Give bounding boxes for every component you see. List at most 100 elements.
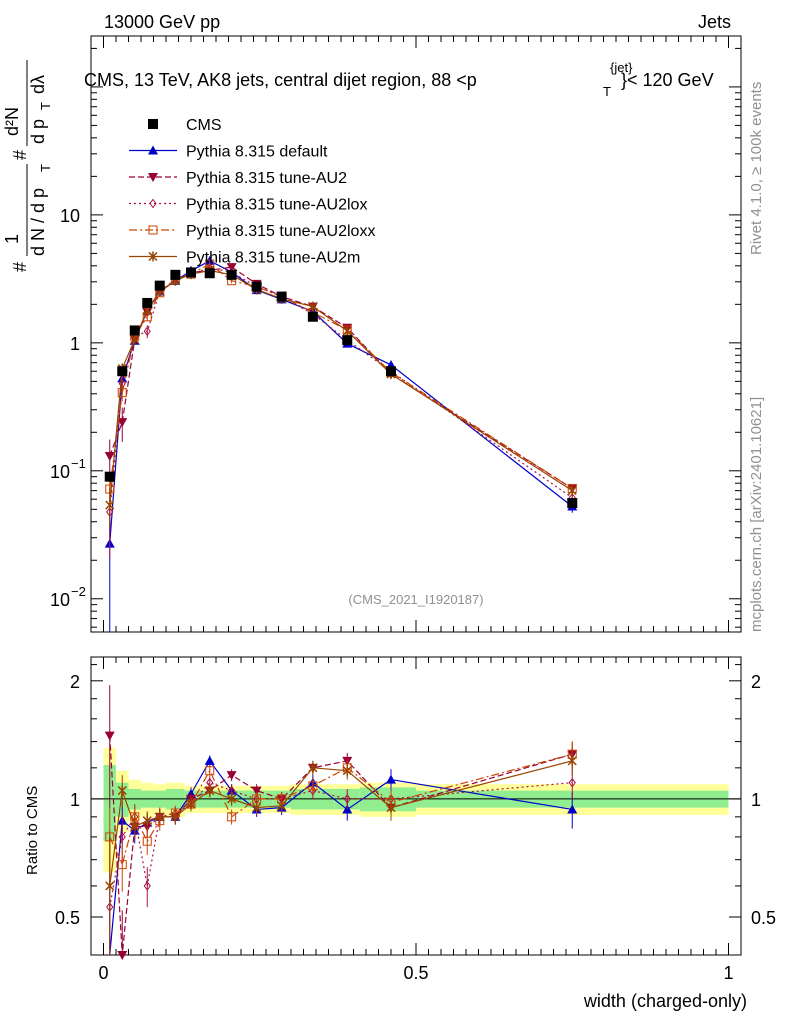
ratio-point-au2 — [117, 951, 128, 960]
line-au2loxx — [109, 263, 573, 490]
x-tick-label: 1 — [723, 963, 733, 983]
ratio-y-title: Ratio to CMS — [24, 786, 41, 875]
point-cms — [186, 267, 196, 278]
point-cms — [117, 366, 128, 377]
plot-title: CMS, 13 TeV, AK8 jets, central dijet reg… — [84, 60, 714, 99]
plot-title-end: }< 120 GeV — [621, 70, 714, 90]
mcplots-label: mcplots.cern.ch [arXiv:2401.10621] — [748, 397, 765, 632]
point-au2 — [117, 418, 128, 428]
ratio-point-au2loxx — [142, 836, 152, 846]
point-au2loxx — [117, 388, 127, 398]
series-au2 — [104, 263, 578, 494]
series-cms — [104, 267, 578, 509]
y-tick-label: 10 — [50, 590, 70, 610]
y-title-dlambda: dλ — [28, 75, 48, 94]
ratio-y-tick-label-right: 1 — [751, 790, 761, 810]
y-axis-title: # 1 d N / d p T # d²N d p T dλ — [2, 60, 53, 272]
x-tick-label: 0 — [98, 963, 108, 983]
point-cms — [226, 269, 237, 280]
ratio-y-tick-label: 0.5 — [55, 908, 80, 928]
legend-marker-au2lox — [149, 198, 157, 209]
series-default — [104, 255, 578, 632]
ratio-line-au2m — [109, 760, 573, 887]
legend-item-default: Pythia 8.315 default — [129, 144, 328, 161]
legend-label-au2lox: Pythia 8.315 tune-AU2lox — [186, 197, 367, 214]
series-au2m — [105, 265, 577, 528]
ratio-line-default — [109, 759, 573, 956]
legend-label-cms: CMS — [186, 117, 222, 134]
rivet-label: Rivet 4.1.0, ≥ 100k events — [748, 82, 765, 255]
legend-item-cms: CMS — [148, 117, 222, 134]
legend-label-au2m: Pythia 8.315 tune-AU2m — [186, 250, 360, 267]
ratio-point-au2lox — [343, 794, 351, 804]
series-au2loxx — [105, 259, 577, 501]
legend-item-au2: Pythia 8.315 tune-AU2 — [129, 170, 347, 187]
analysis-watermark: (CMS_2021_I1920187) — [348, 592, 483, 607]
point-cms — [386, 366, 396, 377]
legend-item-au2m: Pythia 8.315 tune-AU2m — [129, 250, 360, 267]
series-au2lox — [106, 263, 576, 559]
x-axis-label: width (charged-only) — [583, 991, 747, 1011]
group-label: Jets — [698, 12, 731, 32]
x-tick-label: 0.5 — [403, 963, 428, 983]
point-cms — [204, 268, 215, 279]
y-title-den-1: d N / d p — [28, 188, 48, 256]
ratio-point-au2lox — [118, 832, 126, 842]
y-tick-exponent: −1 — [71, 456, 86, 471]
beam-label: 13000 GeV pp — [104, 12, 220, 32]
legend-item-au2loxx: Pythia 8.315 tune-AU2loxx — [129, 223, 375, 240]
legend: CMS Pythia 8.315 default Pythia 8.315 tune… — [129, 117, 375, 267]
y-tick-label: 10 — [50, 462, 70, 482]
line-au2m — [109, 269, 573, 506]
line-default — [109, 260, 573, 544]
ratio-panel: 0.5 0.5 1 1 2 2 0 0.5 1 — [55, 656, 776, 983]
legend-label-default: Pythia 8.315 default — [186, 144, 328, 161]
point-cms — [129, 325, 140, 336]
y-tick-exponent: −2 — [71, 584, 86, 599]
legend-label-au2: Pythia 8.315 tune-AU2 — [186, 170, 347, 187]
ratio-point-au2loxx — [308, 781, 318, 791]
y-title-one: 1 — [2, 234, 22, 244]
point-cms — [142, 297, 153, 308]
ratio-point-au2loxx — [117, 860, 127, 870]
ratio-point-au2lox — [568, 777, 576, 788]
y-title-d2N: d²N — [2, 107, 22, 136]
legend-label-au2loxx: Pythia 8.315 tune-AU2loxx — [186, 223, 375, 240]
ratio-point-au2lox — [143, 881, 151, 891]
point-cms — [154, 280, 165, 291]
y-tick-label: 1 — [70, 334, 80, 354]
legend-marker-au2 — [148, 173, 158, 182]
ratio-y-tick-label: 2 — [70, 672, 80, 692]
y-title-sub-T-1: T — [38, 164, 53, 172]
line-au2 — [109, 266, 573, 489]
y-title-sub-T-2: T — [38, 102, 53, 110]
point-au2lox — [143, 326, 151, 337]
point-cms — [251, 281, 262, 292]
ratio-point-au2loxx — [205, 766, 215, 776]
legend-item-au2lox: Pythia 8.315 tune-AU2lox — [129, 197, 367, 214]
legend-marker-au2loxx — [148, 225, 158, 235]
ratio-series-au2m — [105, 747, 577, 955]
ratio-line-au2loxx — [109, 753, 573, 867]
point-cms — [170, 269, 181, 280]
y-tick-label: 10 — [60, 206, 80, 226]
plot-title-sub: T — [603, 84, 611, 99]
y-title-dp: d p — [28, 119, 48, 144]
point-cms — [276, 291, 287, 302]
legend-marker-default — [148, 145, 158, 155]
point-cms — [307, 311, 318, 322]
point-cms — [567, 498, 578, 509]
ratio-point-au2lox — [309, 785, 317, 796]
ratio-line-au2 — [109, 735, 573, 956]
point-cms — [342, 335, 353, 346]
legend-marker-au2m — [148, 251, 158, 262]
ratio-y-tick-label: 1 — [70, 790, 80, 810]
ratio-y-tick-label-right: 2 — [751, 672, 761, 692]
legend-marker-cms — [148, 119, 158, 129]
y-title-hash-1: # — [10, 262, 30, 272]
point-cms — [104, 471, 115, 482]
plot-title-sup: {jet} — [610, 60, 633, 75]
ratio-y-tick-label-right: 0.5 — [751, 908, 776, 928]
